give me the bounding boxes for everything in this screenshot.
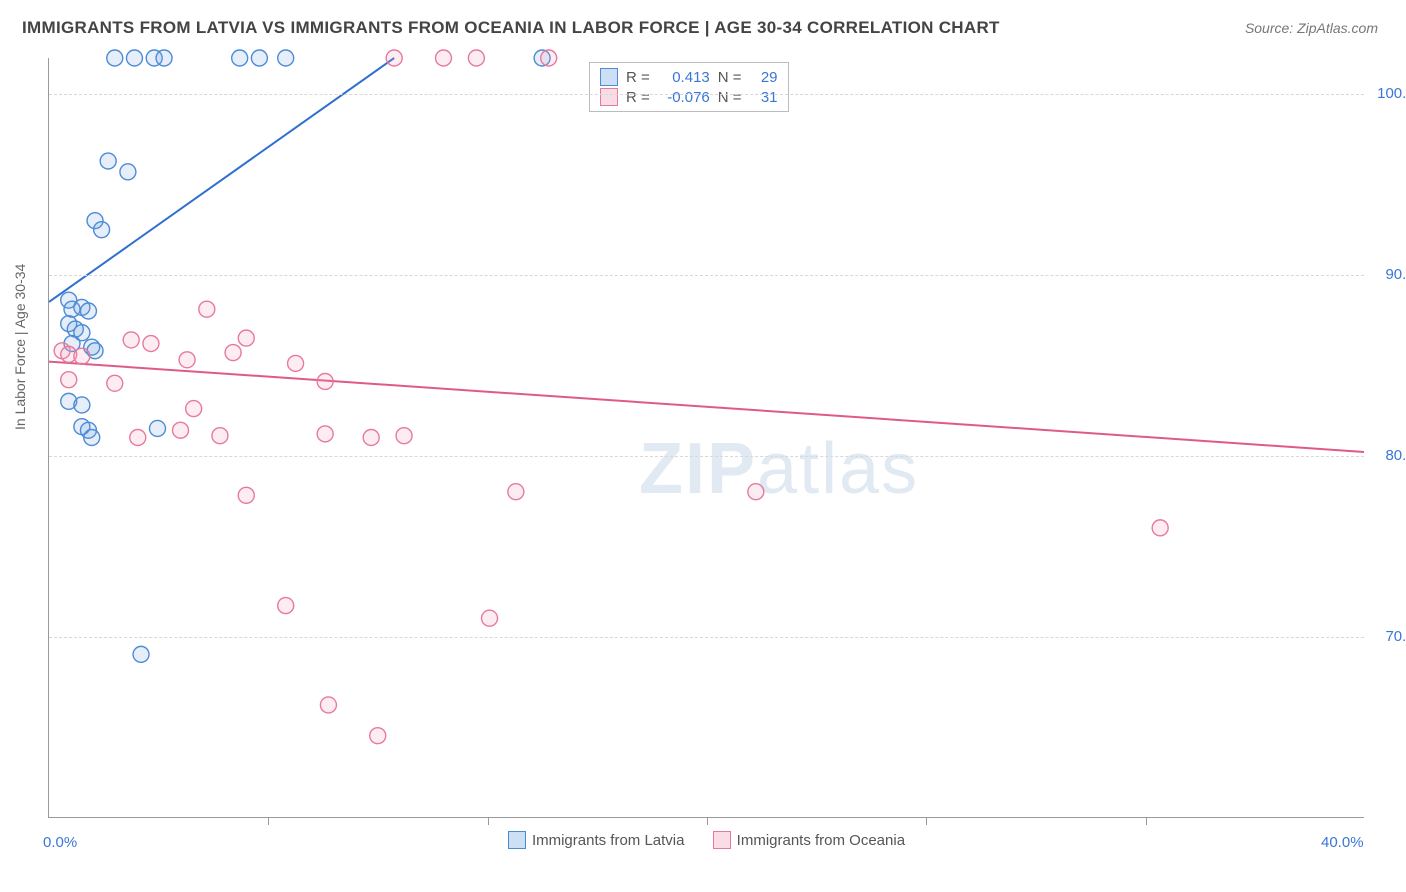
y-axis-label: In Labor Force | Age 30-34 <box>12 264 28 430</box>
x-tick-label: 0.0% <box>43 834 77 851</box>
data-point-oceania <box>107 375 123 391</box>
data-point-oceania <box>173 422 189 438</box>
x-tick-mark <box>707 817 708 825</box>
legend-label-oceania: Immigrants from Oceania <box>737 832 905 849</box>
data-point-oceania <box>238 330 254 346</box>
data-point-oceania <box>748 484 764 500</box>
x-tick-label: 40.0% <box>1321 834 1364 851</box>
x-tick-mark <box>1146 817 1147 825</box>
y-tick-label: 80.0% <box>1385 447 1406 464</box>
legend-item-oceania: Immigrants from Oceania <box>713 831 905 849</box>
data-point-latvia <box>278 50 294 66</box>
legend-label-latvia: Immigrants from Latvia <box>532 832 685 849</box>
data-point-oceania <box>199 301 215 317</box>
data-point-oceania <box>130 430 146 446</box>
data-point-oceania <box>436 50 452 66</box>
data-point-oceania <box>317 426 333 442</box>
data-point-oceania <box>143 336 159 352</box>
data-point-latvia <box>84 430 100 446</box>
data-point-latvia <box>232 50 248 66</box>
data-point-latvia <box>133 646 149 662</box>
chart-plot-area: R = 0.413 N = 29 R = -0.076 N = 31 ZIPat… <box>48 58 1364 818</box>
swatch-latvia-icon <box>508 831 526 849</box>
data-point-oceania <box>317 373 333 389</box>
legend-item-latvia: Immigrants from Latvia <box>508 831 685 849</box>
data-point-oceania <box>123 332 139 348</box>
data-point-oceania <box>61 372 77 388</box>
gridline <box>49 637 1364 638</box>
data-point-oceania <box>278 598 294 614</box>
data-point-oceania <box>396 428 412 444</box>
data-point-oceania <box>320 697 336 713</box>
data-point-latvia <box>74 397 90 413</box>
data-point-latvia <box>251 50 267 66</box>
data-point-oceania <box>186 401 202 417</box>
trend-line-oceania <box>49 362 1364 452</box>
data-point-oceania <box>212 428 228 444</box>
data-point-oceania <box>508 484 524 500</box>
data-point-oceania <box>179 352 195 368</box>
data-point-oceania <box>74 348 90 364</box>
gridline <box>49 275 1364 276</box>
x-tick-mark <box>488 817 489 825</box>
data-point-latvia <box>94 222 110 238</box>
data-point-latvia <box>156 50 172 66</box>
data-point-latvia <box>149 420 165 436</box>
x-tick-mark <box>268 817 269 825</box>
series-legend: Immigrants from Latvia Immigrants from O… <box>49 831 1364 853</box>
x-tick-mark <box>926 817 927 825</box>
data-point-oceania <box>1152 520 1168 536</box>
data-point-oceania <box>482 610 498 626</box>
data-point-latvia <box>80 303 96 319</box>
data-point-oceania <box>288 355 304 371</box>
gridline <box>49 94 1364 95</box>
y-tick-label: 90.0% <box>1385 266 1406 283</box>
data-point-latvia <box>107 50 123 66</box>
data-point-oceania <box>238 487 254 503</box>
y-tick-label: 100.0% <box>1377 85 1406 102</box>
source-attribution: Source: ZipAtlas.com <box>1245 20 1378 36</box>
swatch-oceania-icon <box>713 831 731 849</box>
data-point-oceania <box>386 50 402 66</box>
data-point-latvia <box>126 50 142 66</box>
data-point-oceania <box>225 345 241 361</box>
y-tick-label: 70.0% <box>1385 628 1406 645</box>
gridline <box>49 456 1364 457</box>
data-point-oceania <box>468 50 484 66</box>
data-point-oceania <box>370 728 386 744</box>
data-point-oceania <box>541 50 557 66</box>
data-point-oceania <box>363 430 379 446</box>
plot-svg <box>49 58 1364 817</box>
data-point-latvia <box>100 153 116 169</box>
chart-title: IMMIGRANTS FROM LATVIA VS IMMIGRANTS FRO… <box>22 18 1000 38</box>
data-point-latvia <box>120 164 136 180</box>
